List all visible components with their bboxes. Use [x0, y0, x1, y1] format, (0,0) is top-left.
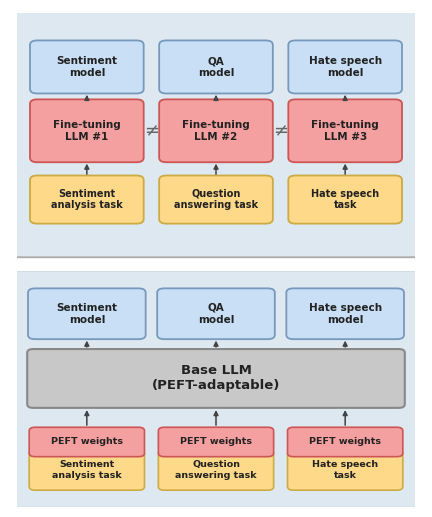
FancyBboxPatch shape [30, 40, 144, 94]
Text: Fine-tuning
LLM #3: Fine-tuning LLM #3 [311, 120, 379, 142]
FancyBboxPatch shape [29, 427, 144, 457]
FancyBboxPatch shape [286, 288, 404, 339]
FancyBboxPatch shape [27, 349, 405, 408]
Text: Fine-tuning
LLM #2: Fine-tuning LLM #2 [182, 120, 250, 142]
Text: QA
model: QA model [198, 56, 234, 78]
FancyBboxPatch shape [159, 427, 273, 457]
Text: PEFT weights: PEFT weights [51, 437, 123, 447]
Text: Hate speech
task: Hate speech task [312, 461, 378, 480]
Text: Question
answering task: Question answering task [175, 461, 257, 480]
FancyBboxPatch shape [288, 427, 403, 457]
Text: Sentiment
analysis task: Sentiment analysis task [52, 461, 122, 480]
FancyBboxPatch shape [288, 450, 403, 490]
Text: Fine-tuning
LLM #1: Fine-tuning LLM #1 [53, 120, 121, 142]
FancyBboxPatch shape [288, 175, 402, 224]
Text: ≠: ≠ [273, 122, 288, 140]
Text: Question
answering task: Question answering task [174, 189, 258, 210]
FancyBboxPatch shape [30, 175, 144, 224]
FancyBboxPatch shape [29, 450, 144, 490]
FancyBboxPatch shape [159, 175, 273, 224]
Text: Hate speech
model: Hate speech model [308, 303, 382, 325]
Text: Sentiment
model: Sentiment model [56, 56, 118, 78]
Text: Base LLM
(PEFT-adaptable): Base LLM (PEFT-adaptable) [152, 364, 280, 392]
Text: QA
model: QA model [198, 303, 234, 325]
Text: PEFT weights: PEFT weights [309, 437, 381, 447]
FancyBboxPatch shape [288, 40, 402, 94]
FancyBboxPatch shape [30, 99, 144, 162]
Text: Sentiment
analysis task: Sentiment analysis task [51, 189, 123, 210]
FancyBboxPatch shape [157, 288, 275, 339]
FancyBboxPatch shape [28, 288, 146, 339]
FancyBboxPatch shape [11, 270, 421, 508]
FancyBboxPatch shape [159, 40, 273, 94]
Text: Hate speech
task: Hate speech task [311, 189, 379, 210]
Text: Sentiment
model: Sentiment model [56, 303, 118, 325]
Text: (a): (a) [206, 273, 226, 287]
FancyBboxPatch shape [159, 99, 273, 162]
FancyBboxPatch shape [11, 12, 421, 257]
FancyBboxPatch shape [159, 450, 273, 490]
Text: PEFT weights: PEFT weights [180, 437, 252, 447]
FancyBboxPatch shape [288, 99, 402, 162]
Text: ≠: ≠ [144, 122, 159, 140]
Text: Hate speech
model: Hate speech model [308, 56, 382, 78]
